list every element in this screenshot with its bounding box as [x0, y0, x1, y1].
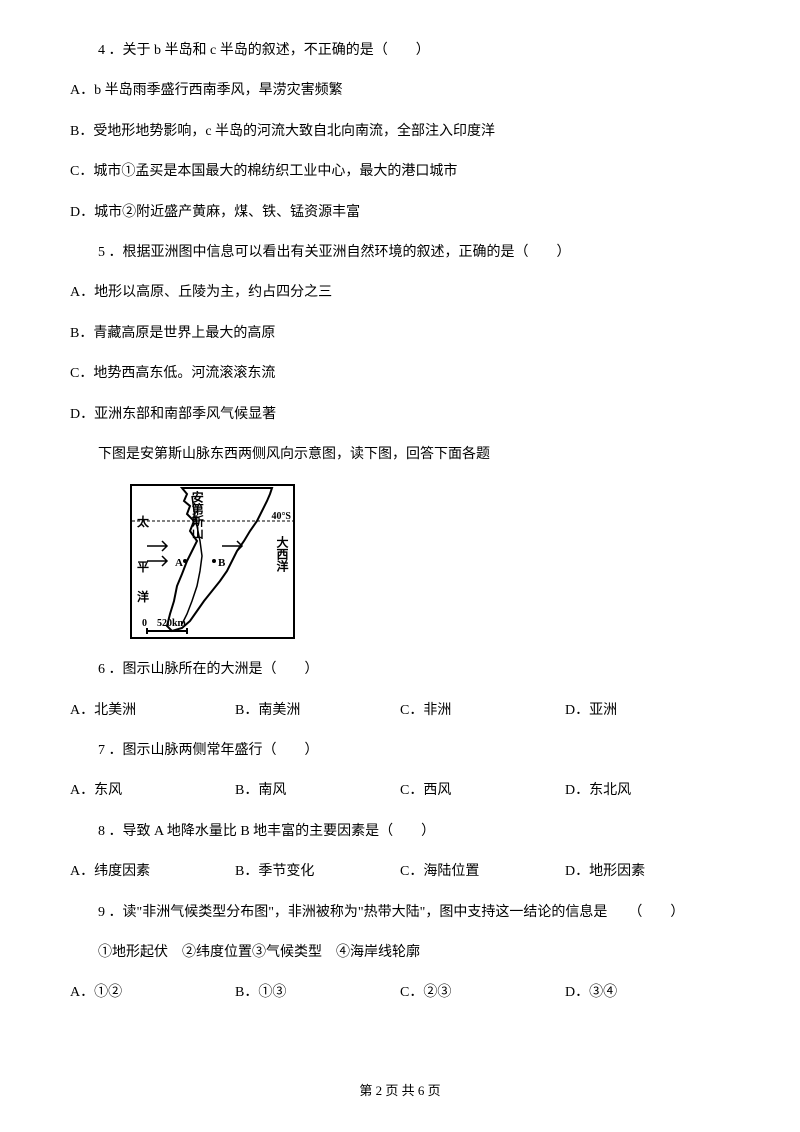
question-9-sub: ①地形起伏 ②纬度位置③气候类型 ④海岸线轮廓	[70, 942, 730, 964]
andes-map-diagram: A B 太 平 洋 安第斯山 大西洋 40°S 0 520km	[130, 484, 295, 639]
q7-option-a: A．东风	[70, 780, 235, 802]
q6-option-b: B．南美洲	[235, 700, 400, 722]
q5-option-d: D．亚洲东部和南部季风气候显著	[70, 404, 730, 426]
q8-options: A．纬度因素 B．季节变化 C．海陆位置 D．地形因素	[70, 861, 730, 883]
question-6-text: 6 ．图示山脉所在的大洲是（ ）	[70, 659, 730, 681]
q6-options: A．北美洲 B．南美洲 C．非洲 D．亚洲	[70, 700, 730, 722]
question-7-text: 7 ．图示山脉两侧常年盛行（ ）	[70, 740, 730, 762]
q4-option-b: B．受地形地势影响，c 半岛的河流大致自北向南流，全部注入印度洋	[70, 121, 730, 143]
q4-option-c: C．城市①孟买是本国最大的棉纺织工业中心，最大的港口城市	[70, 161, 730, 183]
q8-option-c: C．海陆位置	[400, 861, 565, 883]
context-text-1: 下图是安第斯山脉东西两侧风向示意图，读下图，回答下面各题	[70, 444, 730, 466]
question-4-text: 4 ．关于 b 半岛和 c 半岛的叙述，不正确的是（ ）	[70, 40, 730, 62]
map-pacific-label-2: 平	[137, 561, 149, 574]
q9-option-c: C．②③	[400, 982, 565, 1004]
svg-text:B: B	[218, 557, 226, 569]
q4-option-d: D．城市②附近盛产黄麻，煤、铁、锰资源丰富	[70, 202, 730, 224]
q8-option-b: B．季节变化	[235, 861, 400, 883]
map-andes-label: 安第斯山	[190, 491, 203, 539]
q9-option-b: B．①③	[235, 982, 400, 1004]
q6-option-d: D．亚洲	[565, 700, 730, 722]
map-pacific-label-3: 洋	[137, 591, 149, 604]
q5-option-b: B．青藏高原是世界上最大的高原	[70, 323, 730, 345]
question-9-text: 9 ．读"非洲气候类型分布图"，非洲被称为"热带大陆"，图中支持这一结论的信息是…	[70, 902, 730, 924]
q7-option-b: B．南风	[235, 780, 400, 802]
q6-option-c: C．非洲	[400, 700, 565, 722]
map-scale-zero: 0	[142, 618, 147, 629]
q8-option-d: D．地形因素	[565, 861, 730, 883]
q5-option-a: A．地形以高原、丘陵为主，约占四分之三	[70, 282, 730, 304]
map-pacific-label-1: 太	[137, 516, 149, 529]
q6-option-a: A．北美洲	[70, 700, 235, 722]
q5-option-c: C．地势西高东低。河流滚滚东流	[70, 363, 730, 385]
q9-option-d: D．③④	[565, 982, 730, 1004]
q9-option-a: A．①②	[70, 982, 235, 1004]
map-atlantic-label: 大西洋	[275, 536, 288, 572]
map-latitude-label: 40°S	[271, 511, 291, 522]
q7-options: A．东风 B．南风 C．西风 D．东北风	[70, 780, 730, 802]
q8-option-a: A．纬度因素	[70, 861, 235, 883]
map-scale-label: 520km	[157, 618, 186, 629]
question-8-text: 8 ．导致 A 地降水量比 B 地丰富的主要因素是（ ）	[70, 821, 730, 843]
question-5-text: 5 ．根据亚洲图中信息可以看出有关亚洲自然环境的叙述，正确的是（ ）	[70, 242, 730, 264]
svg-text:A: A	[175, 557, 183, 569]
page-footer: 第 2 页 共 6 页	[0, 1081, 800, 1102]
q4-option-a: A．b 半岛雨季盛行西南季风，旱涝灾害频繁	[70, 80, 730, 102]
q7-option-d: D．东北风	[565, 780, 730, 802]
q9-options: A．①② B．①③ C．②③ D．③④	[70, 982, 730, 1004]
q7-option-c: C．西风	[400, 780, 565, 802]
